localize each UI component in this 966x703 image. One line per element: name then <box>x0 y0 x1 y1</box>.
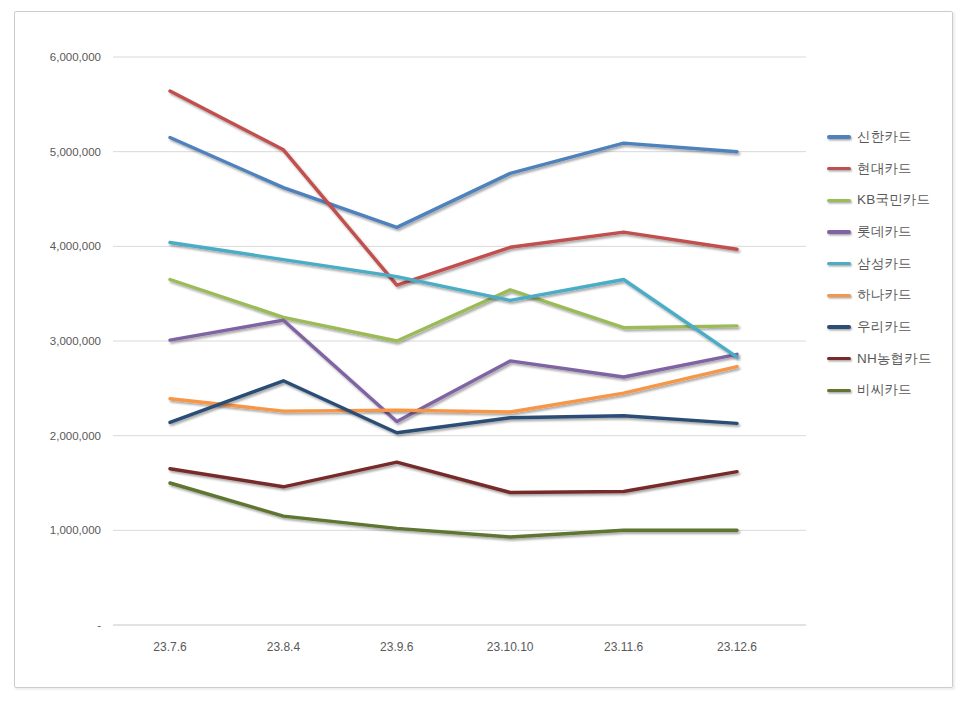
y-axis-tick-label: 4,000,000 <box>50 240 101 252</box>
legend-line-swatch-icon <box>827 294 851 297</box>
legend-line-swatch-icon <box>827 199 851 202</box>
grid-group <box>113 57 806 625</box>
legend-label: 삼성카드 <box>857 255 912 273</box>
chart-legend: 신한카드현대카드 KB국민카드롯데카드삼성카드하나카드우리카드 NH농협카드비씨카드 <box>827 121 932 406</box>
legend-item-4: 삼성카드 <box>827 248 932 280</box>
legend-line-swatch-icon <box>827 167 851 170</box>
series-line-7 <box>170 462 737 492</box>
series-line-8 <box>170 483 737 537</box>
y-axis-tick-label: 2,000,000 <box>50 430 101 442</box>
legend-line-swatch-icon <box>827 389 851 392</box>
legend-line-swatch-icon <box>827 262 851 265</box>
legend-label: 현대카드 <box>857 160 912 178</box>
chart-screenshot: - 1,000,000 2,000,000 3,000,000 4,000,000 5,0… <box>0 0 966 703</box>
x-axis-tick-label: 23.10.10 <box>487 640 534 654</box>
legend-label: 우리카드 <box>857 318 912 336</box>
series-line-4 <box>170 243 737 358</box>
legend-item-2: KB국민카드 <box>827 184 932 216</box>
y-axis-tick-label: 1,000,000 <box>50 524 101 536</box>
y-axis-tick-label: 6,000,000 <box>50 51 101 63</box>
x-axis-labels: 23.7.6 23.8.4 23.9.6 23.10.10 23.11.6 23.12.6 <box>153 640 757 654</box>
legend-line-swatch-icon <box>827 325 851 328</box>
y-axis-tick-label: - <box>97 619 101 631</box>
legend-item-7: NH농협카드 <box>827 343 932 375</box>
legend-label: KB국민카드 <box>857 191 930 209</box>
legend-item-5: 하나카드 <box>827 279 932 311</box>
legend-item-3: 롯데카드 <box>827 216 932 248</box>
y-axis-tick-label: 3,000,000 <box>50 335 101 347</box>
legend-label: 하나카드 <box>857 286 912 304</box>
legend-item-0: 신한카드 <box>827 121 932 153</box>
x-axis-tick-label: 23.9.6 <box>380 640 414 654</box>
x-axis-tick-label: 23.8.4 <box>267 640 301 654</box>
legend-line-swatch-icon <box>827 357 851 360</box>
series-line-0 <box>170 138 737 228</box>
y-axis-tick-label: 5,000,000 <box>50 146 101 158</box>
legend-item-8: 비씨카드 <box>827 375 932 407</box>
legend-item-6: 우리카드 <box>827 311 932 343</box>
legend-line-swatch-icon <box>827 230 851 233</box>
legend-line-swatch-icon <box>827 135 851 138</box>
line-chart: - 1,000,000 2,000,000 3,000,000 4,000,000 5,0… <box>0 0 966 703</box>
legend-label: 신한카드 <box>857 128 912 146</box>
series-group <box>170 91 737 537</box>
x-axis-tick-label: 23.11.6 <box>604 640 643 654</box>
legend-item-1: 현대카드 <box>827 153 932 185</box>
legend-label: 롯데카드 <box>857 223 912 241</box>
legend-label: 비씨카드 <box>857 381 912 399</box>
y-axis-labels: - 1,000,000 2,000,000 3,000,000 4,000,000 5,0… <box>50 51 101 631</box>
legend-label: NH농협카드 <box>857 350 932 368</box>
x-axis-tick-label: 23.7.6 <box>153 640 187 654</box>
x-axis-tick-label: 23.12.6 <box>717 640 757 654</box>
